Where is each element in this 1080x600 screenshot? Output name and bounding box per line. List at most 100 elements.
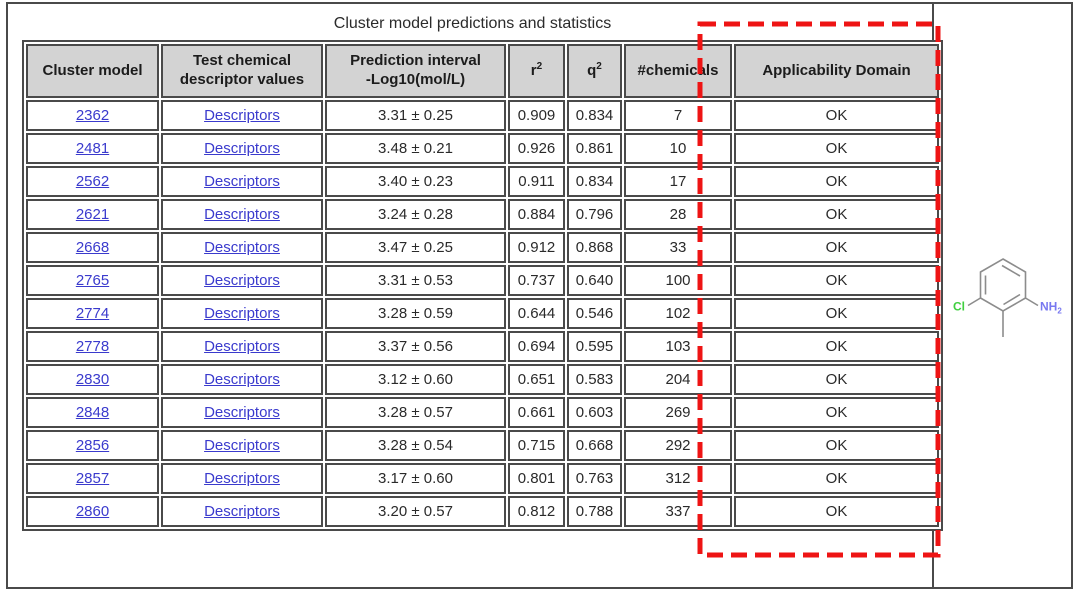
- descriptors-link[interactable]: Descriptors: [204, 272, 280, 289]
- cell-q2: 0.668: [567, 430, 622, 461]
- cell-cluster-model: 2848: [26, 397, 159, 428]
- cell-descriptors: Descriptors: [161, 133, 323, 164]
- cell-cluster-model: 2621: [26, 199, 159, 230]
- cl-bond: [967, 297, 981, 307]
- descriptors-link[interactable]: Descriptors: [204, 305, 280, 322]
- cell-applicability-domain: OK: [734, 166, 939, 197]
- cell-q2: 0.861: [567, 133, 622, 164]
- cell-cluster-model: 2765: [26, 265, 159, 296]
- cluster-model-link[interactable]: 2621: [75, 206, 110, 223]
- cell-prediction-interval: 3.24 ± 0.28: [325, 199, 506, 230]
- descriptors-link[interactable]: Descriptors: [204, 206, 280, 223]
- cell-cluster-model: 2860: [26, 496, 159, 527]
- cell-r2: 0.911: [508, 166, 565, 197]
- cell-descriptors: Descriptors: [161, 331, 323, 362]
- col-header-q2: q2: [567, 44, 622, 98]
- cell-applicability-domain: OK: [734, 430, 939, 461]
- col-header-descriptors: Test chemical descriptor values: [161, 44, 323, 98]
- table-row: 2362 Descriptors 3.31 ± 0.25 0.909 0.834 7 OK: [26, 100, 939, 131]
- descriptors-link[interactable]: Descriptors: [204, 173, 280, 190]
- cell-prediction-interval: 3.20 ± 0.57: [325, 496, 506, 527]
- cell-prediction-interval: 3.31 ± 0.25: [325, 100, 506, 131]
- cell-prediction-interval: 3.28 ± 0.54: [325, 430, 506, 461]
- descriptors-link[interactable]: Descriptors: [204, 107, 280, 124]
- cell-descriptors: Descriptors: [161, 496, 323, 527]
- cell-applicability-domain: OK: [734, 232, 939, 263]
- cell-num-chemicals: 204: [624, 364, 732, 395]
- cluster-model-link[interactable]: 2668: [75, 239, 110, 256]
- cell-descriptors: Descriptors: [161, 100, 323, 131]
- descriptors-link[interactable]: Descriptors: [204, 371, 280, 388]
- cell-num-chemicals: 33: [624, 232, 732, 263]
- table-row: 2860 Descriptors 3.20 ± 0.57 0.812 0.788 337 O…: [26, 496, 939, 527]
- cell-descriptors: Descriptors: [161, 397, 323, 428]
- descriptors-link[interactable]: Descriptors: [204, 404, 280, 421]
- cell-r2: 0.651: [508, 364, 565, 395]
- table-title: Cluster model predictions and statistics: [333, 15, 612, 32]
- cell-q2: 0.603: [567, 397, 622, 428]
- cluster-model-link[interactable]: 2848: [75, 404, 110, 421]
- chemical-structure: Cl NH2: [953, 258, 1062, 337]
- cell-num-chemicals: 103: [624, 331, 732, 362]
- double-bond: [1001, 264, 1021, 277]
- cell-applicability-domain: OK: [734, 496, 939, 527]
- cluster-model-link[interactable]: 2856: [75, 437, 110, 454]
- cell-r2: 0.644: [508, 298, 565, 329]
- col-header-num-chemicals: #chemicals: [624, 44, 732, 98]
- cell-r2: 0.661: [508, 397, 565, 428]
- cell-applicability-domain: OK: [734, 133, 939, 164]
- cell-prediction-interval: 3.28 ± 0.57: [325, 397, 506, 428]
- cell-prediction-interval: 3.12 ± 0.60: [325, 364, 506, 395]
- cell-applicability-domain: OK: [734, 397, 939, 428]
- table-row: 2765 Descriptors 3.31 ± 0.53 0.737 0.640 100 O…: [26, 265, 939, 296]
- col-header-prediction-interval: Prediction interval -Log10(mol/L): [325, 44, 506, 98]
- cell-num-chemicals: 337: [624, 496, 732, 527]
- cell-cluster-model: 2774: [26, 298, 159, 329]
- cluster-model-link[interactable]: 2857: [75, 470, 110, 487]
- table-row: 2562 Descriptors 3.40 ± 0.23 0.911 0.834 17 OK: [26, 166, 939, 197]
- cell-num-chemicals: 10: [624, 133, 732, 164]
- descriptors-link[interactable]: Descriptors: [204, 239, 280, 256]
- table-row: 2848 Descriptors 3.28 ± 0.57 0.661 0.603 269 O…: [26, 397, 939, 428]
- amine-label-base: NH: [1040, 300, 1057, 314]
- table-row: 2621 Descriptors 3.24 ± 0.28 0.884 0.796 28 OK: [26, 199, 939, 230]
- cell-q2: 0.640: [567, 265, 622, 296]
- cluster-model-link[interactable]: 2774: [75, 305, 110, 322]
- cell-prediction-interval: 3.37 ± 0.56: [325, 331, 506, 362]
- cell-applicability-domain: OK: [734, 331, 939, 362]
- cell-cluster-model: 2362: [26, 100, 159, 131]
- amine-label-subscript: 2: [1057, 307, 1062, 316]
- descriptors-link[interactable]: Descriptors: [204, 338, 280, 355]
- cell-r2: 0.694: [508, 331, 565, 362]
- descriptors-link[interactable]: Descriptors: [204, 437, 280, 454]
- cluster-model-link[interactable]: 2830: [75, 371, 110, 388]
- cluster-model-link[interactable]: 2765: [75, 272, 110, 289]
- cell-descriptors: Descriptors: [161, 298, 323, 329]
- table-row: 2778 Descriptors 3.37 ± 0.56 0.694 0.595 103 O…: [26, 331, 939, 362]
- col-header-r2: r2: [508, 44, 565, 98]
- cell-descriptors: Descriptors: [161, 265, 323, 296]
- cell-r2: 0.801: [508, 463, 565, 494]
- cell-q2: 0.546: [567, 298, 622, 329]
- table-body: 2362 Descriptors 3.31 ± 0.25 0.909 0.834 7 OK 2…: [26, 100, 939, 527]
- cluster-model-link[interactable]: 2562: [75, 173, 110, 190]
- cluster-model-link[interactable]: 2481: [75, 140, 110, 157]
- amine-bond: [1025, 297, 1039, 307]
- table-row: 2830 Descriptors 3.12 ± 0.60 0.651 0.583 204 O…: [26, 364, 939, 395]
- cluster-model-link[interactable]: 2860: [75, 503, 110, 520]
- cluster-model-link[interactable]: 2362: [75, 107, 110, 124]
- table-row: 2856 Descriptors 3.28 ± 0.54 0.715 0.668 292 O…: [26, 430, 939, 461]
- cell-applicability-domain: OK: [734, 298, 939, 329]
- descriptors-link[interactable]: Descriptors: [204, 140, 280, 157]
- cell-applicability-domain: OK: [734, 199, 939, 230]
- descriptors-link[interactable]: Descriptors: [204, 470, 280, 487]
- cell-prediction-interval: 3.48 ± 0.21: [325, 133, 506, 164]
- cell-q2: 0.834: [567, 166, 622, 197]
- cell-descriptors: Descriptors: [161, 166, 323, 197]
- cluster-model-link[interactable]: 2778: [75, 338, 110, 355]
- table-row: 2857 Descriptors 3.17 ± 0.60 0.801 0.763 312 O…: [26, 463, 939, 494]
- cell-q2: 0.796: [567, 199, 622, 230]
- cell-prediction-interval: 3.31 ± 0.53: [325, 265, 506, 296]
- descriptors-link[interactable]: Descriptors: [204, 503, 280, 520]
